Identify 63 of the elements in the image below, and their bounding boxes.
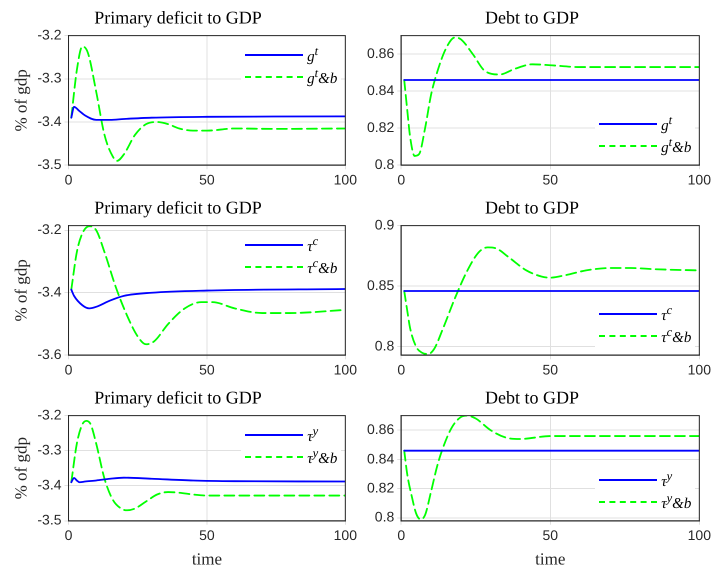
y-tick-label: 0.85 bbox=[367, 277, 394, 294]
y-tick-label: -3.5 bbox=[37, 156, 62, 172]
legend-label: τ$^{c}$ bbox=[307, 234, 318, 256]
x-tick-label: 100 bbox=[688, 527, 712, 544]
x-tick-label: 100 bbox=[334, 171, 358, 188]
x-tick-label: 100 bbox=[334, 361, 358, 378]
x-tick-label: 50 bbox=[199, 171, 215, 188]
chart-title: Debt to GDP bbox=[485, 388, 579, 408]
chart-title: Primary deficit to GDP bbox=[94, 8, 262, 28]
legend-label: g$^{t}$ bbox=[307, 44, 318, 66]
legend-label: τ$^{y}$ bbox=[307, 424, 318, 446]
legend-label: τ$^{y}$&b bbox=[661, 490, 692, 513]
y-tick-label: 0.86 bbox=[367, 44, 394, 61]
y-tick-label: 0.82 bbox=[367, 480, 394, 496]
y-tick-label: 0.82 bbox=[367, 119, 394, 136]
legend-label: τ$^{y}$ bbox=[661, 468, 672, 491]
x-tick-label: 0 bbox=[397, 527, 406, 544]
x-tick-label: 50 bbox=[542, 527, 558, 544]
legend-label: g$^{t}$&b bbox=[661, 135, 692, 158]
legend-label: τ$^{c}$ bbox=[661, 303, 672, 326]
x-tick-label: 100 bbox=[688, 171, 712, 188]
x-tick-label: 100 bbox=[334, 527, 358, 544]
chart-title: Debt to GDP bbox=[485, 198, 579, 218]
x-tick-label: 0 bbox=[397, 171, 406, 188]
y-tick-label: -3.6 bbox=[37, 346, 62, 362]
y-tick-label: 0.86 bbox=[367, 421, 394, 438]
x-tick-label: 50 bbox=[199, 361, 215, 378]
chart-title: Debt to GDP bbox=[485, 8, 579, 28]
x-tick-label: 0 bbox=[397, 361, 406, 378]
y-tick-label: 0.8 bbox=[374, 338, 394, 354]
chart-title: Primary deficit to GDP bbox=[94, 198, 262, 218]
y-tick-label: 0.84 bbox=[367, 450, 394, 466]
legend-label: τ$^{c}$&b bbox=[307, 256, 338, 278]
y-tick-label: -3.3 bbox=[37, 442, 62, 458]
x-tick-label: 50 bbox=[542, 361, 558, 378]
y-tick-label: -3.2 bbox=[37, 221, 62, 238]
x-tick-label: 50 bbox=[199, 527, 215, 544]
x-tick-label: 0 bbox=[64, 527, 73, 544]
y-tick-label: -3.4 bbox=[37, 112, 62, 129]
y-tick-label: -3.2 bbox=[37, 406, 62, 422]
chart-title: Primary deficit to GDP bbox=[94, 388, 262, 408]
legend-label: g$^{t}$&b bbox=[307, 66, 338, 88]
y-tick-label: 0.9 bbox=[374, 216, 394, 232]
y-tick-label: -3.4 bbox=[37, 476, 62, 493]
y-axis-title: % of gdp bbox=[12, 69, 31, 132]
x-tick-label: 0 bbox=[64, 361, 73, 378]
y-axis-title: % of gdp bbox=[12, 437, 31, 500]
y-tick-label: -3.2 bbox=[37, 26, 62, 42]
y-tick-label: -3.3 bbox=[37, 70, 62, 86]
x-tick-label: 100 bbox=[688, 361, 712, 378]
y-tick-label: 0.84 bbox=[367, 82, 394, 98]
x-tick-label: 50 bbox=[542, 171, 558, 188]
y-tick-label: -3.4 bbox=[37, 284, 62, 300]
x-axis-title: time bbox=[535, 549, 566, 568]
y-axis-title: % of gdp bbox=[12, 259, 31, 322]
x-tick-label: 0 bbox=[64, 171, 73, 188]
y-tick-label: 0.8 bbox=[374, 508, 394, 525]
y-tick-label: -3.5 bbox=[37, 512, 62, 528]
y-tick-label: 0.8 bbox=[374, 156, 394, 172]
legend-label: τ$^{y}$&b bbox=[307, 446, 338, 468]
x-axis-title: time bbox=[192, 549, 222, 568]
legend-label: g$^{t}$ bbox=[661, 113, 672, 136]
legend-label: τ$^{c}$&b bbox=[661, 325, 692, 348]
